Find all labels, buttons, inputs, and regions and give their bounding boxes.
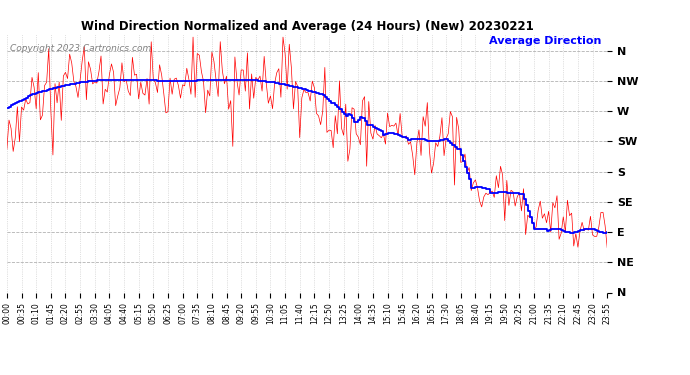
Title: Wind Direction Normalized and Average (24 Hours) (New) 20230221: Wind Direction Normalized and Average (2… xyxy=(81,20,533,33)
Text: Copyright 2023 Cartronics.com: Copyright 2023 Cartronics.com xyxy=(10,44,151,53)
Text: Average Direction: Average Direction xyxy=(489,36,601,46)
